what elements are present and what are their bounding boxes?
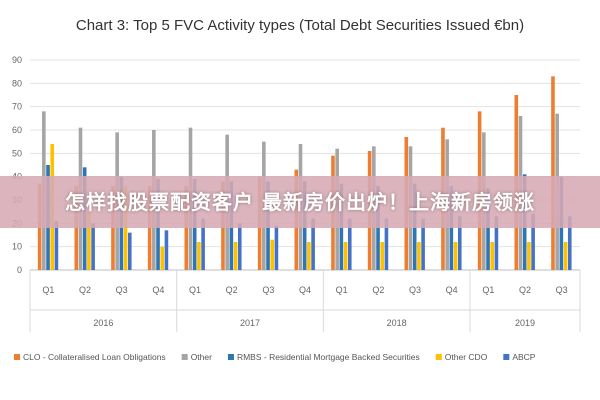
x-tick-label-10: Q2	[372, 285, 384, 295]
bar-1-5	[184, 186, 189, 270]
x-tick-label-3: Q3	[116, 285, 128, 295]
bar-5-6	[237, 223, 242, 270]
y-axis: 0102030405060708090	[12, 55, 22, 275]
bar-5-7	[274, 225, 279, 270]
bars	[37, 76, 572, 271]
bar-4-10	[380, 242, 385, 270]
bar-5-12	[457, 216, 462, 270]
bar-5-1	[54, 221, 59, 270]
bar-5-13	[494, 216, 499, 270]
bar-5-9	[347, 218, 352, 270]
bar-3-12	[449, 186, 454, 270]
legend-label-3: RMBS - Residential Mortgage Backed Secur…	[237, 352, 420, 362]
legend-swatch-1	[14, 354, 20, 360]
x-tick-label-12: Q4	[446, 285, 458, 295]
overlay-banner	[0, 176, 600, 228]
x-tick-label-4: Q4	[152, 285, 164, 295]
x-tick-label-11: Q3	[409, 285, 421, 295]
bar-1-4	[147, 186, 152, 270]
x-tick-label-6: Q2	[226, 285, 238, 295]
bar-4-5	[197, 242, 201, 270]
year-label-2016: 2016	[93, 318, 113, 328]
bar-4-9	[343, 242, 348, 270]
y-tick-label-60: 60	[12, 125, 22, 135]
year-label-2017: 2017	[240, 318, 260, 328]
legend-swatch-3	[227, 354, 234, 360]
legend-swatch-2	[181, 354, 188, 360]
x-tick-label-14: Q2	[519, 285, 531, 295]
x-tick-label-7: Q3	[262, 285, 274, 295]
bar-5-10	[384, 218, 389, 270]
legend-swatch-4	[435, 354, 442, 360]
chart-title: Chart 3: Top 5 FVC Activity types (Total…	[76, 17, 524, 34]
year-label-2018: 2018	[387, 318, 407, 328]
bar-5-8	[311, 218, 315, 270]
bar-4-11	[417, 242, 421, 270]
y-tick-label-10: 10	[12, 242, 22, 252]
bar-5-15	[567, 216, 572, 270]
y-tick-label-90: 90	[12, 55, 22, 65]
legend-label-1: CLO - Collateralised Loan Obligations	[23, 352, 166, 362]
bar-1-2	[74, 186, 79, 270]
bar-5-3	[127, 232, 132, 270]
x-tick-label-2: Q2	[79, 285, 91, 295]
bar-4-6	[233, 242, 238, 270]
bar-3-13	[486, 188, 490, 270]
bar-4-13	[490, 242, 495, 270]
bar-3-10	[376, 186, 380, 270]
bar-4-15	[563, 242, 568, 270]
x-tick-label-8: Q4	[299, 285, 311, 295]
x-tick-label-15: Q3	[556, 285, 568, 295]
bar-4-3	[123, 186, 128, 270]
bar-4-12	[453, 242, 458, 270]
bar-4-8	[307, 242, 311, 270]
legend-label-4: Other CDO	[445, 352, 488, 362]
bar-5-5	[201, 218, 205, 270]
y-tick-label-80: 80	[12, 78, 22, 88]
year-label-2019: 2019	[515, 318, 535, 328]
bar-5-4	[164, 230, 169, 270]
x-tick-label-5: Q1	[189, 285, 201, 295]
legend: CLO - Collateralised Loan Obligations Oth…	[14, 352, 536, 362]
legend-label-5: ABCP	[512, 352, 535, 362]
y-tick-label-50: 50	[12, 148, 22, 158]
bar-1-3	[111, 186, 115, 270]
x-tick-label-1: Q1	[42, 285, 54, 295]
bar-5-2	[91, 223, 95, 270]
bar-5-14	[531, 214, 535, 270]
bar-4-7	[270, 239, 275, 270]
x-tick-label-9: Q1	[336, 285, 348, 295]
bar-1-15	[551, 76, 555, 270]
y-tick-label-0: 0	[17, 265, 22, 275]
legend-swatch-5	[503, 354, 510, 360]
x-tick-label-13: Q1	[482, 285, 494, 295]
bar-5-11	[421, 218, 425, 270]
bar-4-4	[160, 246, 165, 270]
bar-4-2	[87, 211, 91, 270]
x-axis: Q1 Q2 Q3 Q4 Q1 Q2 Q3 Q4 Q1 Q2 Q3 Q4 Q1 Q2 Q3 2016 2017 20…	[29, 270, 581, 332]
legend-label-2: Other	[191, 352, 212, 362]
overlay-banner-text: 怎样找股票配资客户 最新房价出炉！上海新房领涨	[65, 190, 535, 214]
bar-4-14	[527, 242, 531, 270]
y-tick-label-70: 70	[12, 102, 22, 112]
